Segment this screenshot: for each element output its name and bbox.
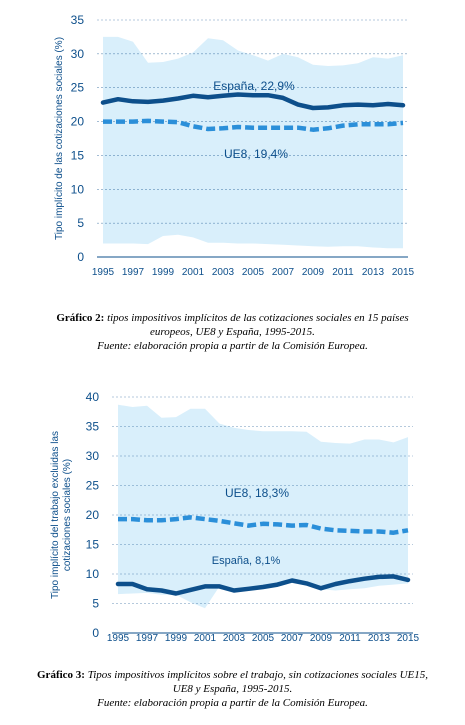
x-tick-label: 2003 [223, 633, 246, 644]
y-tick-label: 35 [71, 13, 85, 27]
chart-2: 0 5 10 15 20 25 30 35 40 1995 1997 1999 2001 2003 2005… [0, 380, 465, 670]
y-tick-label: 15 [71, 148, 85, 162]
y-tick-label: 0 [92, 626, 99, 640]
y-tick-label: 35 [86, 420, 100, 434]
series-line-ue8 [103, 118, 404, 132]
caption-2-label: Gráfico 3: [37, 669, 85, 681]
x-tick-label: 1997 [122, 267, 145, 278]
y-tick-label: 30 [86, 449, 100, 463]
series-label: UE8, 18,3% [225, 486, 289, 500]
series-label: UE8, 19,4% [224, 147, 288, 161]
x-tick-label: 2003 [212, 267, 235, 278]
y-tick-label: 30 [71, 47, 85, 61]
series-line-espana [115, 574, 411, 596]
x-tick-label: 1999 [165, 633, 188, 644]
series-line-espana [100, 92, 406, 111]
y-tick-label: 10 [71, 182, 85, 196]
x-tick-label: 1997 [136, 633, 159, 644]
chart-1-caption: Gráfico 2: tipos impositivos implícitos … [0, 311, 465, 353]
y-tick-label: 20 [86, 508, 100, 522]
chart-2-plot: 0 5 10 15 20 25 30 35 40 1995 1997 1999 2001 2003 2005… [50, 390, 420, 644]
x-tick-label: 2013 [362, 267, 385, 278]
range-band [118, 404, 408, 609]
y-tick-label: 40 [86, 390, 100, 404]
chart-1: 0 5 10 15 20 25 30 35 1995 1997 1999 2001 2003 2005 20… [0, 0, 465, 300]
y-tick-label: 10 [86, 567, 100, 581]
caption-1-label: Gráfico 2: [56, 312, 105, 324]
x-tick-label: 2011 [332, 267, 354, 278]
y-tick-label: 5 [92, 597, 99, 611]
x-tick-label: 2007 [281, 633, 304, 644]
series-label: España, 8,1% [212, 555, 281, 567]
caption-1-line2: europeos, UE8 y España, 1995-2015. [150, 326, 315, 338]
y-axis-label: Tipo implícito del trabajo excluidas las… [50, 431, 73, 599]
range-band [103, 36, 403, 249]
series-label: España, 22,9% [213, 79, 295, 93]
x-tick-label: 2009 [310, 633, 333, 644]
series-line-ue8 [118, 515, 409, 535]
y-tick-label: 15 [86, 538, 100, 552]
caption-1-source: Fuente: elaboración propia a partir de l… [97, 340, 368, 352]
caption-2-source: Fuente: elaboración propia a partir de l… [97, 697, 368, 709]
x-tick-label: 2005 [252, 633, 275, 644]
caption-2-line1: Tipos impositivos implícitos sobre el tr… [84, 669, 428, 681]
x-tick-label: 1995 [107, 633, 130, 644]
x-tick-label: 2015 [392, 267, 415, 278]
y-tick-label: 25 [71, 81, 85, 95]
x-tick-label: 1999 [152, 267, 175, 278]
x-tick-label: 1995 [92, 267, 115, 278]
caption-2-line2: UE8 y España, 1995-2015. [172, 683, 293, 695]
chart-2-caption: Gráfico 3: Tipos impositivos implícitos … [0, 668, 465, 710]
y-tick-label: 20 [71, 115, 85, 129]
x-tick-label: 2005 [242, 267, 265, 278]
x-tick-label: 2015 [397, 633, 420, 644]
x-tick-label: 2013 [368, 633, 391, 644]
x-tick-label: 2007 [272, 267, 295, 278]
x-tick-label: 2001 [182, 267, 205, 278]
chart-1-plot: 0 5 10 15 20 25 30 35 1995 1997 1999 2001 2003 2005 20… [54, 13, 415, 278]
caption-1-line1: tipos impositivos implícitos de las coti… [104, 312, 409, 324]
y-tick-label: 0 [77, 250, 84, 264]
y-tick-label: 5 [77, 216, 84, 230]
x-tick-label: 2009 [302, 267, 325, 278]
x-tick-label: 2011 [339, 633, 361, 644]
x-tick-label: 2001 [194, 633, 217, 644]
y-axis-label: Tipo implícito de las cotizaciones socia… [54, 37, 65, 240]
y-tick-label: 25 [86, 479, 100, 493]
